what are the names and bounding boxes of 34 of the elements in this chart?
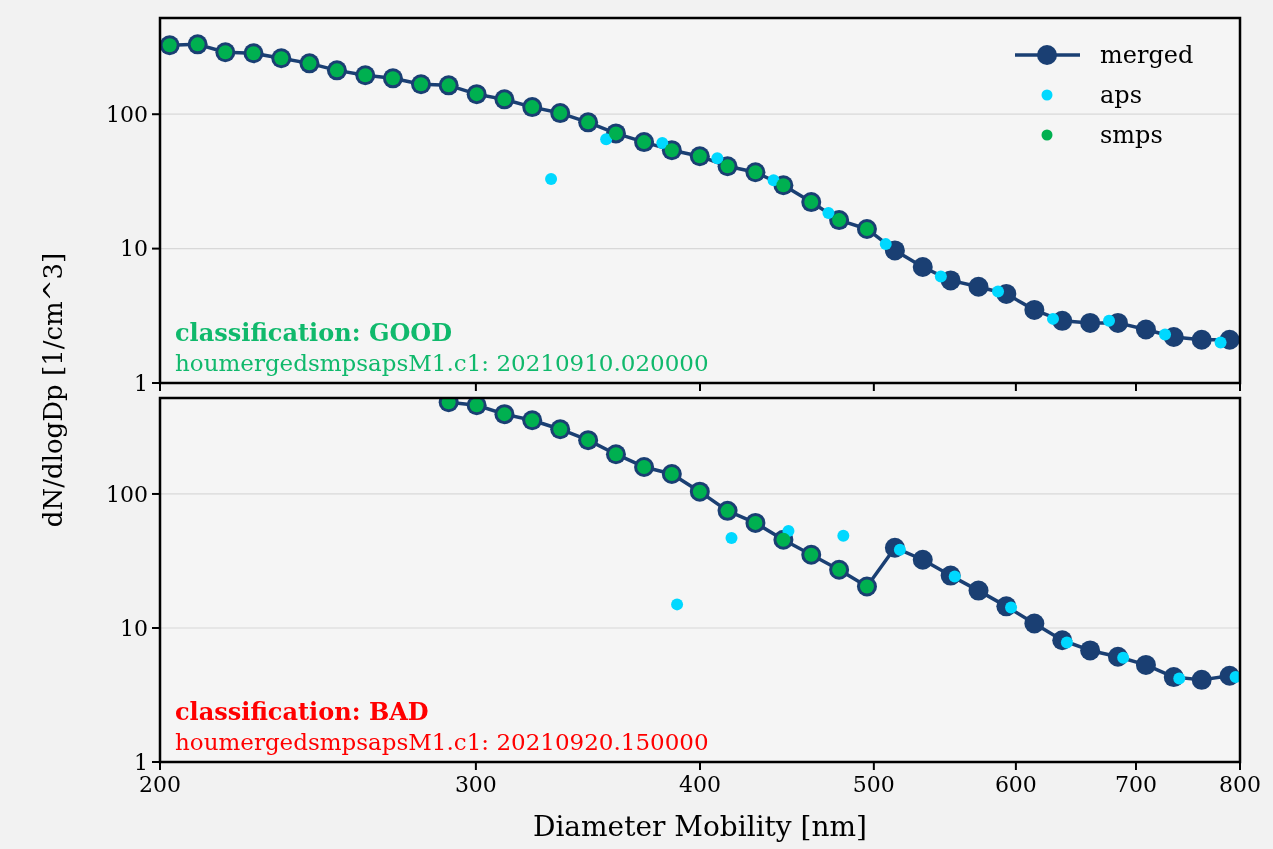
legend-label: aps xyxy=(1100,81,1142,110)
x-tick-label: 500 xyxy=(852,772,895,797)
y-tick-label: 1 xyxy=(134,370,148,396)
y-tick-label: 10 xyxy=(120,236,148,262)
point xyxy=(1191,329,1212,350)
point xyxy=(1024,299,1045,320)
x-tick-label: 800 xyxy=(1219,772,1261,797)
y-tick-label: 100 xyxy=(106,101,148,127)
point xyxy=(1135,654,1156,675)
annotation: classification: GOOD xyxy=(175,318,453,347)
point xyxy=(968,276,989,297)
point xyxy=(1080,640,1101,661)
annotation: classification: BAD xyxy=(175,697,429,726)
legend-label: smps xyxy=(1100,121,1163,150)
point xyxy=(1080,312,1101,333)
x-tick-label: 600 xyxy=(994,772,1037,797)
x-tick-label: 400 xyxy=(679,772,721,797)
y-tick-label: 1 xyxy=(134,749,148,775)
point xyxy=(912,549,933,570)
y-tick-label: 100 xyxy=(106,481,148,507)
point xyxy=(912,256,933,277)
point xyxy=(1024,613,1045,634)
point xyxy=(968,580,989,601)
y-tick-label: 10 xyxy=(120,615,148,641)
x-tick-label: 700 xyxy=(1114,772,1157,797)
legend-label: merged xyxy=(1100,41,1194,70)
x-axis-title: Diameter Mobility [nm] xyxy=(532,810,868,843)
x-tick-label: 200 xyxy=(139,772,181,797)
y-axis-title: dN/dlogDp [1/cm^3] xyxy=(38,252,68,528)
point xyxy=(1191,669,1212,690)
annotation: houmergedsmpsapsM1.c1: 20210920.150000 xyxy=(175,729,709,755)
x-tick-label: 300 xyxy=(454,772,497,797)
annotation: houmergedsmpsapsM1.c1: 20210910.020000 xyxy=(175,350,709,376)
point xyxy=(1135,319,1156,340)
